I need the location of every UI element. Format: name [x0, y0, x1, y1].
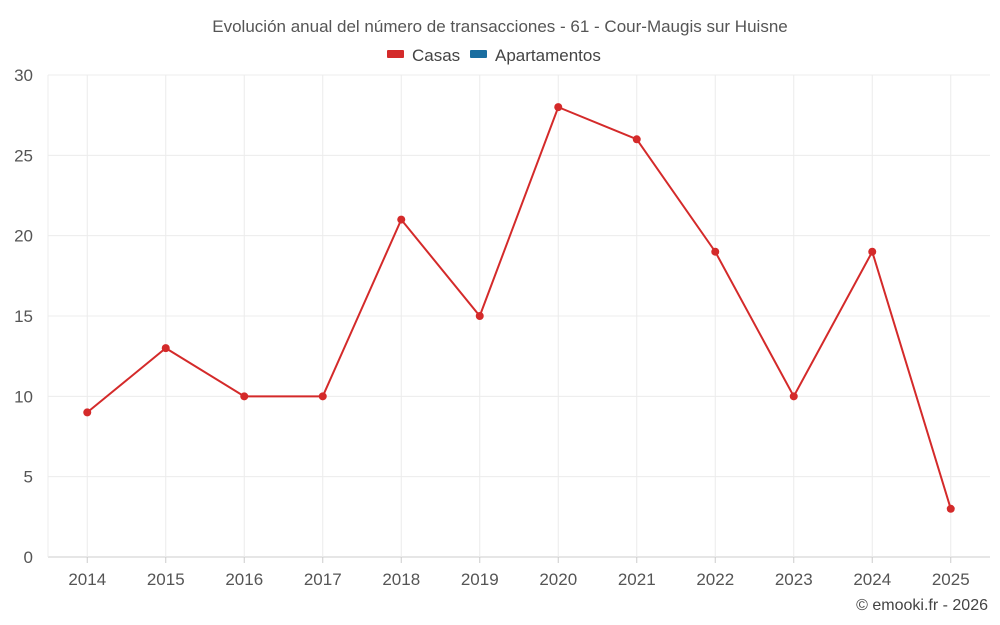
plot-area [83, 103, 955, 513]
data-point-casas-2017[interactable] [318, 392, 327, 401]
x-tick-label-2022: 2022 [696, 570, 734, 589]
x-axis-ticks: 2014 2015 2016 2017 2018 2019 2020 2021 2022 2023… [68, 570, 969, 589]
data-point-casas-2020[interactable] [554, 103, 563, 112]
data-point-casas-2024[interactable] [868, 247, 877, 256]
x-tick-label-2020: 2020 [539, 570, 577, 589]
x-tick-label-2014: 2014 [68, 570, 106, 589]
x-tick-label-2024: 2024 [853, 570, 891, 589]
legend: Casas Apartamentos [387, 46, 601, 65]
data-point-casas-2014[interactable] [83, 408, 92, 417]
legend-label-casas[interactable]: Casas [412, 46, 460, 65]
legend-label-apartamentos[interactable]: Apartamentos [495, 46, 601, 65]
data-point-casas-2025[interactable] [946, 504, 955, 513]
legend-swatch-casas[interactable] [387, 50, 404, 58]
credit-text: © emooki.fr - 2026 [856, 597, 988, 614]
y-tick-label-15: 15 [14, 307, 33, 326]
x-tick-label-2016: 2016 [225, 570, 263, 589]
y-tick-label-0: 0 [24, 548, 33, 567]
series-line-casas [86, 105, 952, 510]
data-point-casas-2023[interactable] [789, 392, 798, 401]
data-point-casas-2022[interactable] [711, 247, 720, 256]
data-point-casas-2015[interactable] [161, 344, 170, 353]
grid [47, 74, 990, 563]
legend-swatch-apartamentos[interactable] [470, 50, 487, 58]
y-tick-label-20: 20 [14, 227, 33, 246]
data-point-casas-2016[interactable] [240, 392, 249, 401]
y-tick-label-10: 10 [14, 387, 33, 406]
y-tick-label-25: 25 [14, 146, 33, 165]
y-axis-ticks: 0 5 10 15 20 25 30 [14, 66, 33, 567]
x-tick-label-2021: 2021 [618, 570, 656, 589]
x-tick-label-2025: 2025 [932, 570, 970, 589]
y-tick-label-5: 5 [24, 468, 33, 487]
y-tick-label-30: 30 [14, 66, 33, 85]
data-point-casas-2018[interactable] [397, 215, 406, 224]
data-point-casas-2019[interactable] [475, 312, 484, 320]
x-tick-label-2017: 2017 [304, 570, 342, 589]
x-tick-label-2023: 2023 [775, 570, 813, 589]
data-point-casas-2021[interactable] [632, 135, 641, 144]
chart-title: Evolución anual del número de transaccio… [212, 17, 787, 36]
x-tick-label-2018: 2018 [382, 570, 420, 589]
x-tick-label-2015: 2015 [147, 570, 185, 589]
x-tick-label-2019: 2019 [461, 570, 499, 589]
